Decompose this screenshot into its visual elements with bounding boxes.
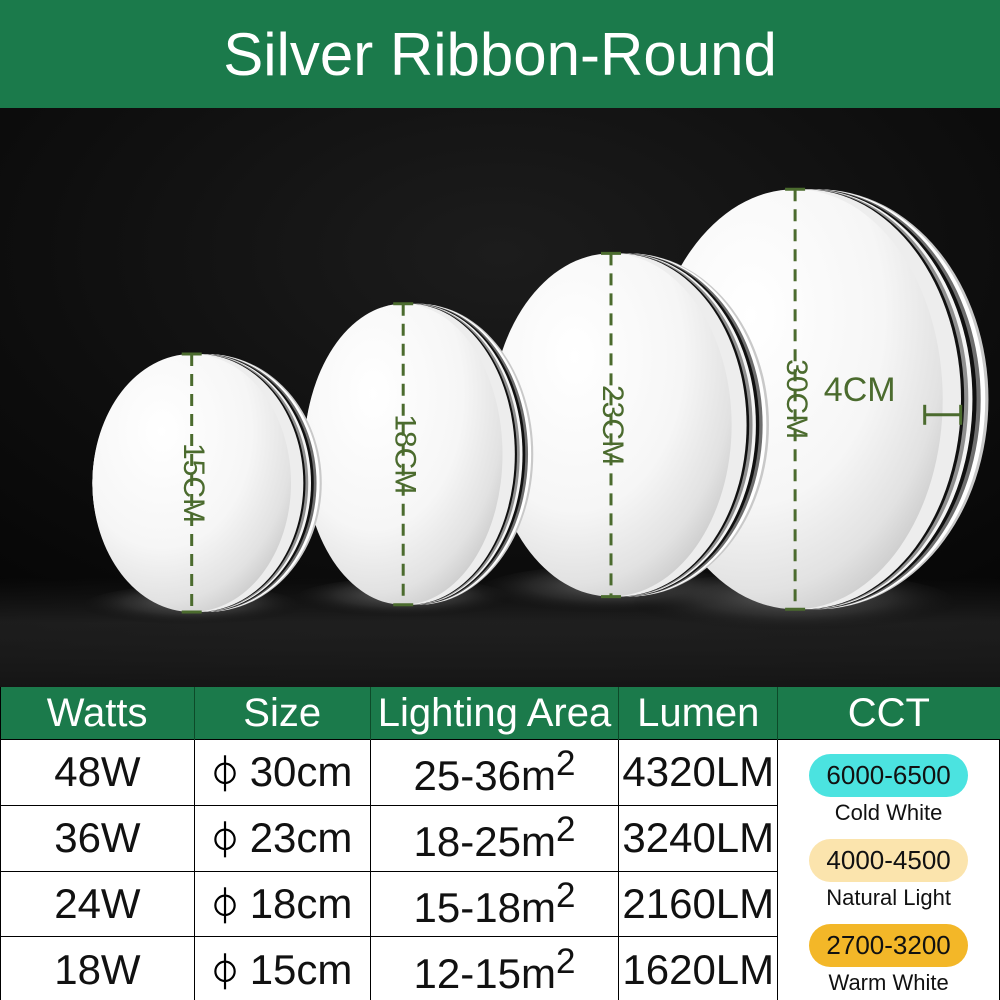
svg-text:18CM: 18CM bbox=[388, 414, 421, 494]
svg-text:30CM: 30CM bbox=[780, 359, 813, 439]
svg-text:23CM: 23CM bbox=[596, 385, 629, 465]
svg-text:15CM: 15CM bbox=[177, 443, 210, 523]
svg-text:4CM: 4CM bbox=[824, 371, 896, 409]
